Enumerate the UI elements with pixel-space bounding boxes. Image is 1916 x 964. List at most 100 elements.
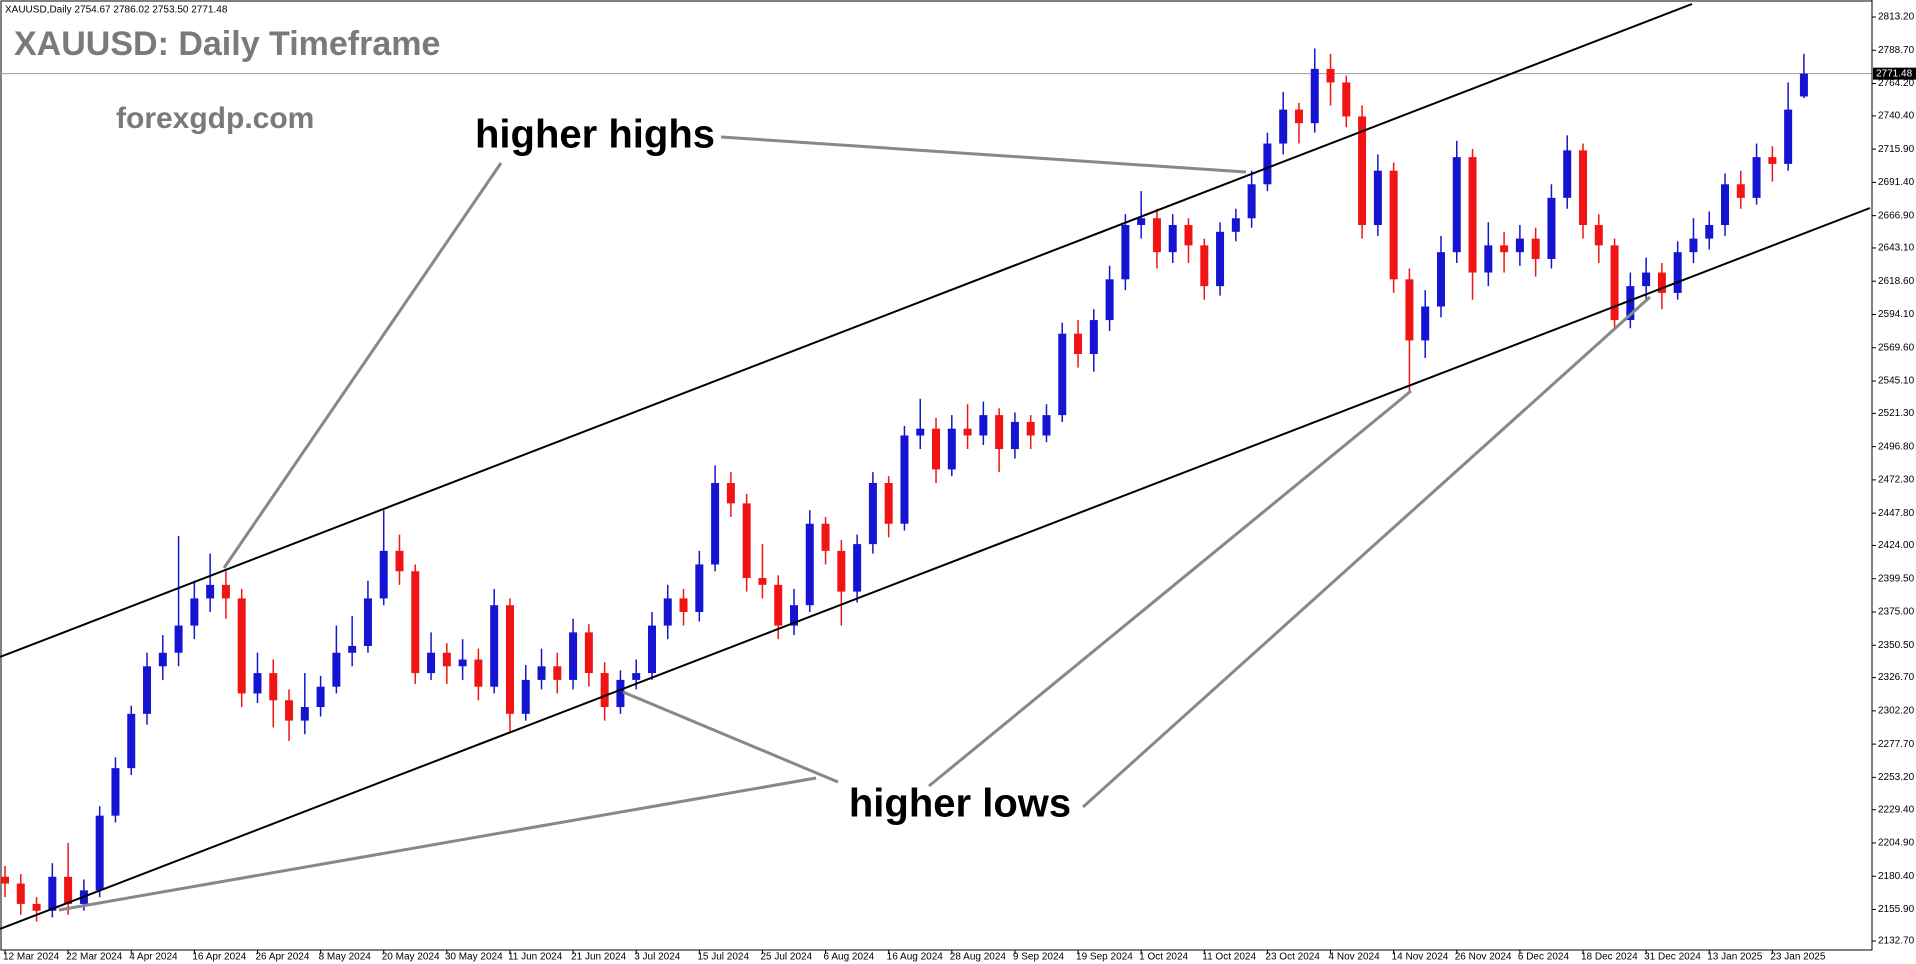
x-tick-label: 13 Jan 2025 [1707, 952, 1762, 963]
candle-body [363, 598, 372, 646]
candle-body [726, 483, 735, 504]
x-tick-label: 4 Nov 2024 [1329, 952, 1381, 963]
pointer-line [58, 776, 817, 912]
x-tick-label: 14 Nov 2024 [1392, 952, 1449, 963]
candle-body [1326, 68, 1335, 83]
candle-body [1105, 279, 1114, 321]
candle-body [1389, 170, 1398, 280]
candle-body [300, 707, 309, 721]
candle-body [174, 625, 183, 653]
candle-body [805, 523, 814, 606]
x-tick-label: 3 Jul 2024 [634, 952, 681, 963]
candle-body [253, 673, 262, 694]
candle-body [1, 876, 9, 884]
y-tick-label: 2253.20 [1878, 772, 1915, 783]
candle-body [647, 625, 656, 674]
candle-body [1152, 218, 1161, 253]
candle-body [1010, 421, 1019, 450]
candle-body [1642, 272, 1651, 287]
x-tick-label: 11 Jun 2024 [508, 952, 563, 963]
x-tick-label: 6 Dec 2024 [1518, 952, 1570, 963]
candle-body [584, 632, 593, 674]
x-tick-label: 20 May 2024 [382, 952, 440, 963]
x-tick-label: 1 Oct 2024 [1139, 952, 1188, 963]
candle-body [711, 483, 720, 565]
x-tick-label: 9 Sep 2024 [1013, 952, 1065, 963]
y-tick-label: 2715.90 [1878, 144, 1915, 155]
y-tick-label: 2399.50 [1878, 573, 1915, 584]
x-tick-label: 28 Aug 2024 [950, 952, 1007, 963]
y-tick-label: 2424.00 [1878, 540, 1915, 551]
candle-body [1058, 333, 1067, 416]
y-tick-label: 2375.00 [1878, 607, 1915, 618]
candle-body [111, 768, 120, 816]
y-tick-label: 2326.70 [1878, 672, 1915, 683]
candle-body [505, 605, 514, 714]
candle-body [1689, 238, 1698, 253]
y-tick-label: 2155.90 [1878, 904, 1915, 915]
candle-body [16, 883, 25, 904]
candle-body [411, 571, 420, 674]
candle-body [458, 659, 467, 667]
y-tick-label: 2496.80 [1878, 441, 1915, 452]
candle-body [663, 598, 672, 626]
y-tick-label: 2740.40 [1878, 110, 1915, 121]
candle-body [1074, 333, 1083, 355]
x-tick-label: 21 Jun 2024 [571, 952, 626, 963]
candle-body [1468, 157, 1477, 273]
upper-trendline [0, 3, 1693, 658]
candle-body [963, 428, 972, 436]
candle-body [1626, 286, 1635, 321]
y-tick-label: 2472.30 [1878, 475, 1915, 486]
candle-body [1216, 231, 1225, 287]
x-tick-label: 19 Sep 2024 [1076, 952, 1133, 963]
annotation: higher lows [849, 782, 1071, 826]
candle-body [269, 673, 278, 701]
annotation: higher highs [475, 113, 715, 157]
candle-body [379, 550, 388, 599]
candle-body [979, 415, 988, 436]
candle-body [190, 598, 199, 626]
candle-body [1657, 272, 1666, 293]
y-tick-label: 2691.40 [1878, 177, 1915, 188]
candle-body [616, 679, 625, 708]
x-tick-label: 15 Jul 2024 [697, 952, 749, 963]
candle-body [1673, 252, 1682, 293]
candle-body [1231, 218, 1240, 232]
candle-body [1247, 184, 1256, 219]
y-tick-label: 2277.70 [1878, 739, 1915, 750]
candle-body [490, 605, 499, 687]
x-tick-label: 12 Mar 2024 [3, 952, 60, 963]
candle-body [884, 483, 893, 524]
candle-body [237, 598, 246, 694]
candle-body [1121, 225, 1130, 280]
x-tick-label: 25 Jul 2024 [760, 952, 812, 963]
candle-body [695, 564, 704, 612]
candle-body [158, 652, 167, 667]
y-tick-label: 2545.10 [1878, 376, 1915, 387]
chart-title: XAUUSD: Daily Timeframe [14, 25, 440, 63]
candle-body [1358, 116, 1367, 226]
candle-body [1279, 109, 1288, 144]
x-tick-label: 22 Mar 2024 [66, 952, 123, 963]
candle-body [553, 666, 562, 680]
y-tick-label: 2788.70 [1878, 45, 1915, 56]
y-tick-label: 2350.50 [1878, 640, 1915, 651]
y-tick-label: 2302.20 [1878, 705, 1915, 716]
candle-body [332, 652, 341, 687]
candle-body [1263, 143, 1272, 185]
candle-body [1768, 157, 1777, 164]
candle-body [1547, 197, 1556, 259]
candle-body [821, 523, 830, 551]
candle-body [1705, 225, 1714, 239]
candle-body [569, 632, 578, 680]
candle-body [1594, 225, 1603, 246]
candle-body [1452, 157, 1461, 253]
candle-body [1342, 82, 1351, 117]
candle-body [1563, 150, 1572, 198]
symbol-header: XAUUSD,Daily 2754.67 2786.02 2753.50 277… [5, 5, 228, 16]
annotation-lines [58, 135, 1652, 912]
